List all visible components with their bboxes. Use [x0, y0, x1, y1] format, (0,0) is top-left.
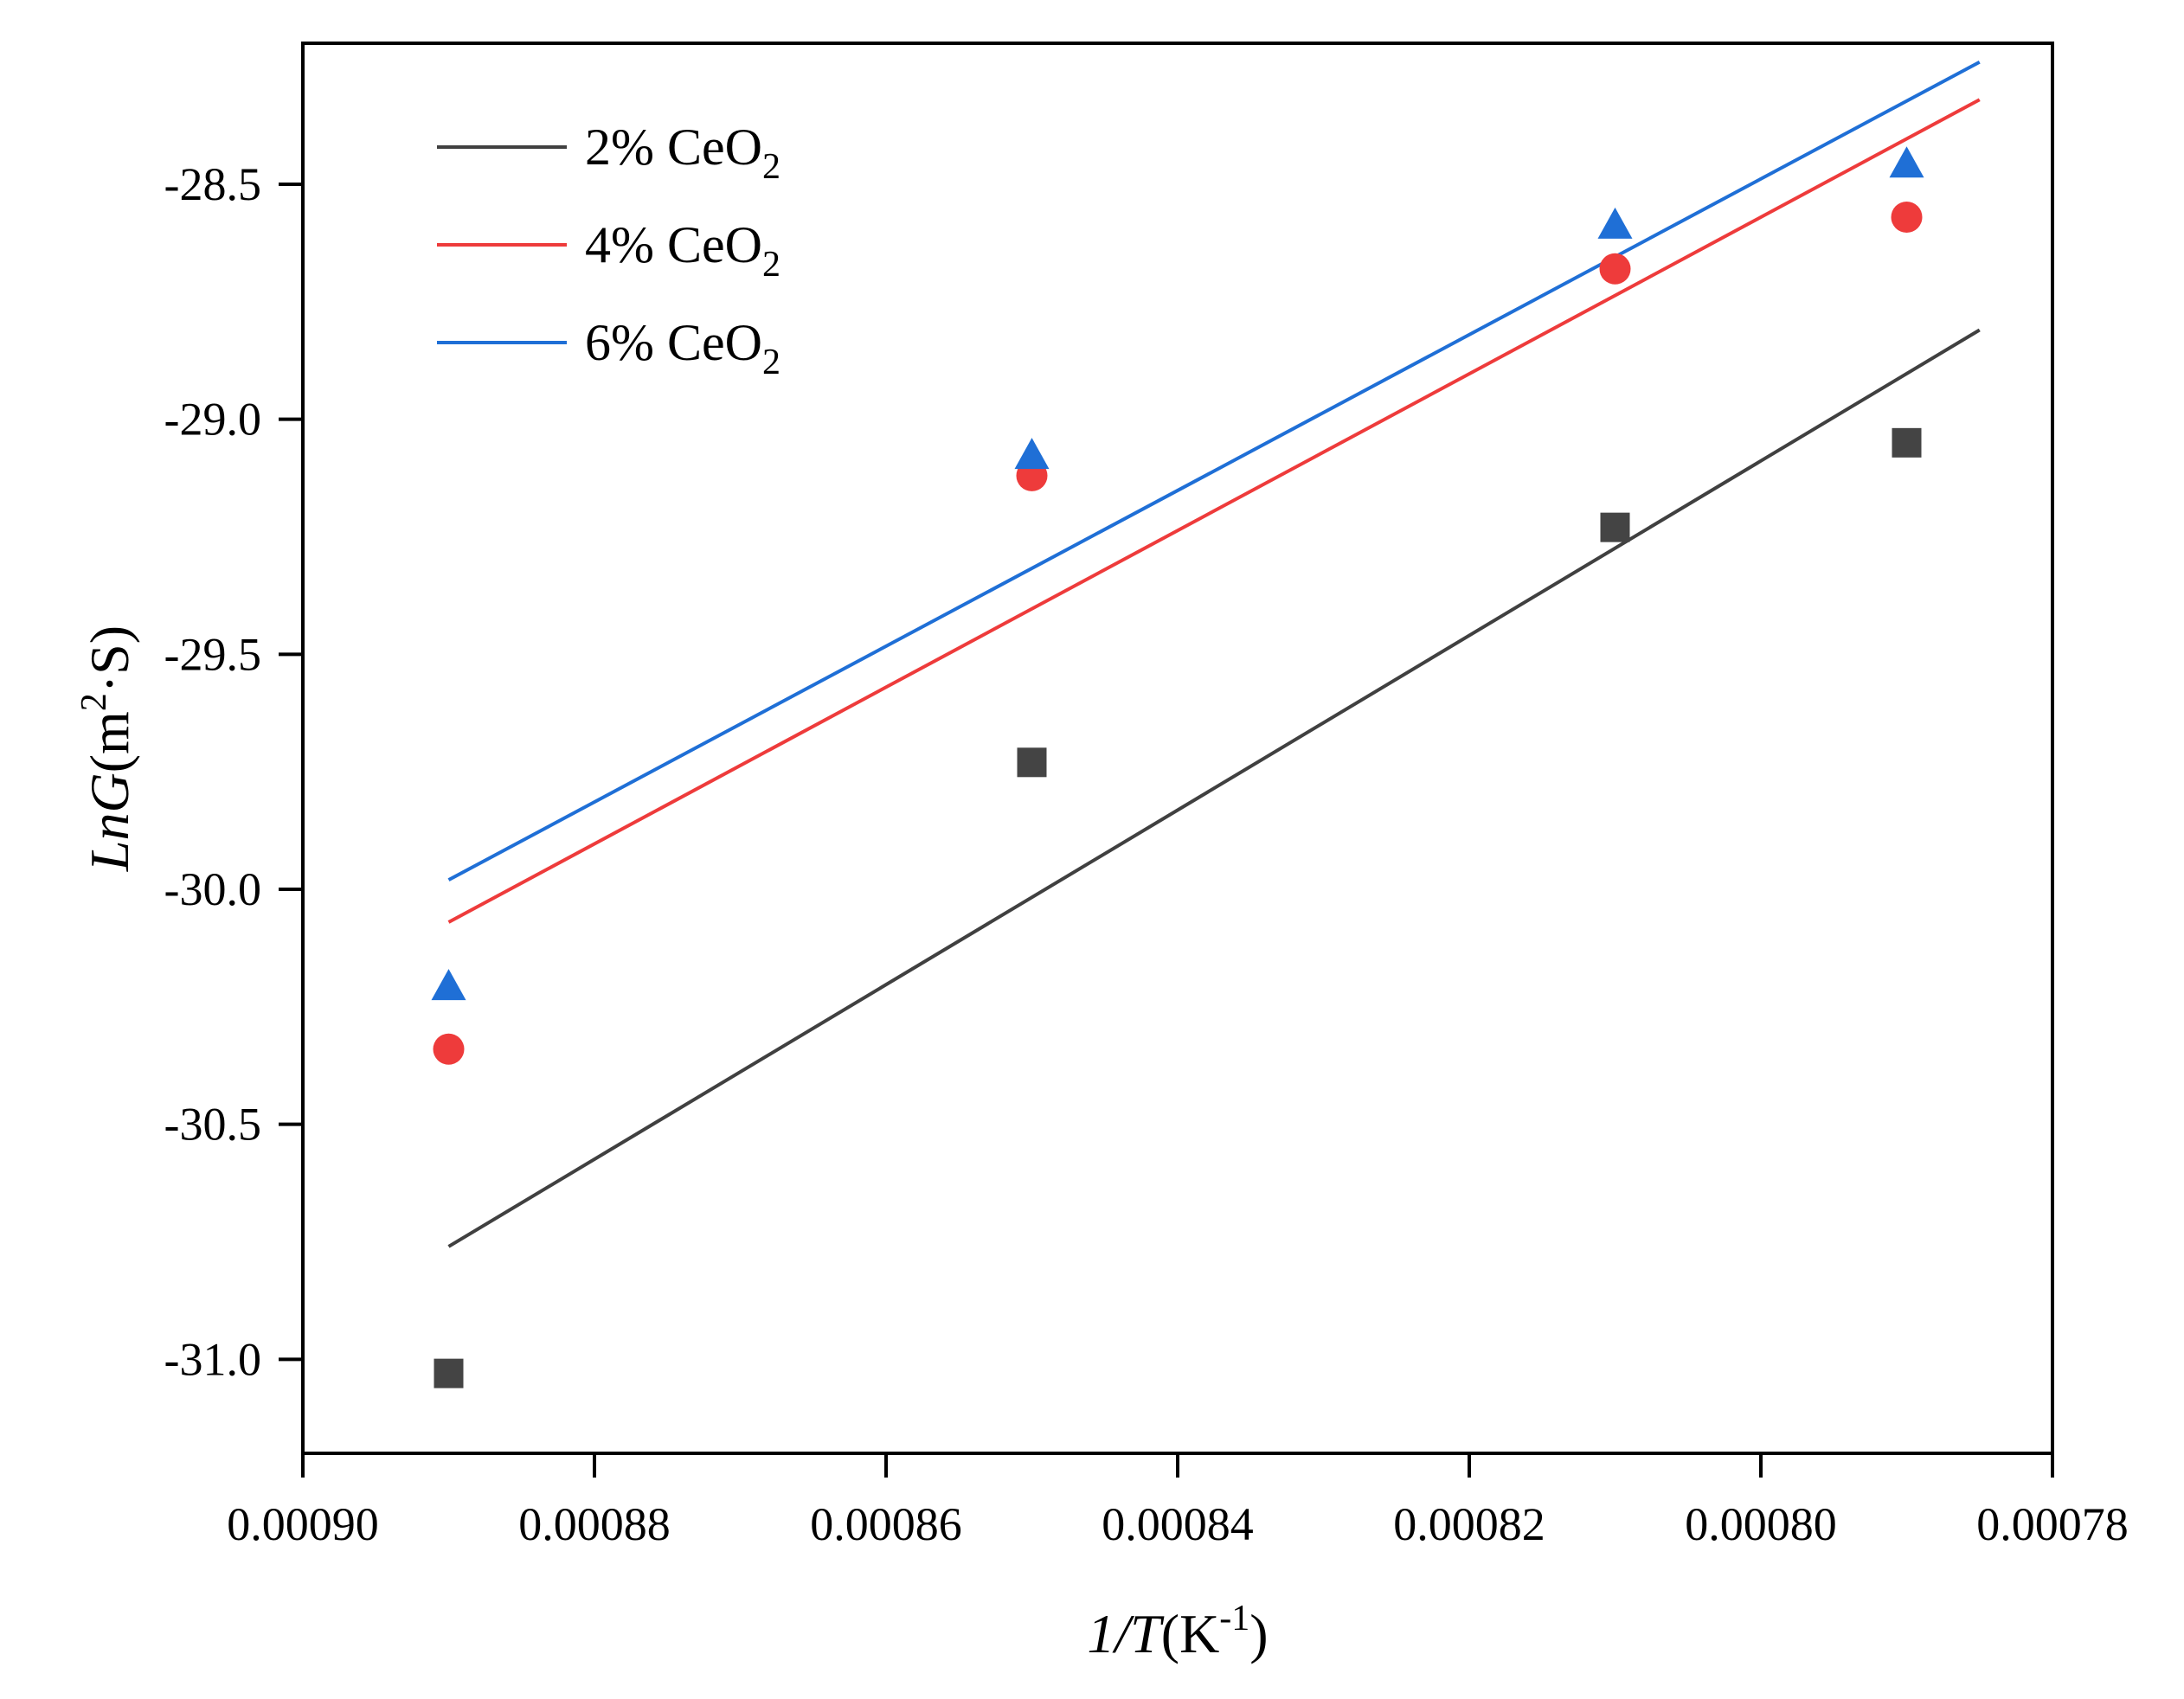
y-tick-label: -30.0	[164, 863, 261, 915]
x-tick-label: 0.00088	[518, 1498, 671, 1550]
legend-label-2pct-main: 2% CeO	[585, 119, 762, 176]
x-axis-title-sup: -1	[1219, 1599, 1249, 1638]
data-point-circle	[1891, 202, 1923, 234]
x-axis-title: 1/T(K-1)	[1087, 1599, 1268, 1664]
y-tick-label: -30.5	[164, 1099, 261, 1151]
legend-label-4pct: 4% CeO2	[585, 216, 780, 285]
x-tick-label: 0.00082	[1393, 1498, 1545, 1550]
x-tick-label: 0.00090	[227, 1498, 379, 1550]
data-point-square	[1600, 512, 1630, 542]
legend-label-2pct: 2% CeO2	[585, 119, 780, 187]
y-tick-label: -28.5	[164, 158, 261, 210]
data-point-triangle	[1597, 207, 1633, 239]
x-axis: 0.00090 0.00088 0.00086 0.00084 0.00082 0.000…	[227, 1453, 2129, 1550]
y-tick-label: -29.5	[164, 628, 261, 680]
y-axis-title-unit: (m	[79, 711, 140, 773]
data-point-triangle	[1014, 438, 1050, 470]
x-axis-title-unit: (K	[1161, 1603, 1220, 1664]
x-tick-label: 0.00084	[1102, 1498, 1254, 1550]
y-tick-label: -29.0	[164, 394, 261, 446]
legend-label-4pct-sub: 2	[762, 245, 780, 285]
y-axis-title-sup: 2	[74, 693, 114, 711]
fit-line-square	[447, 328, 1981, 1248]
data-point-circle	[1599, 253, 1631, 285]
data-point-square	[1017, 747, 1047, 778]
x-tick-label: 0.00086	[810, 1498, 962, 1550]
x-tick-label: 0.00080	[1685, 1498, 1837, 1550]
x-axis-title-close: )	[1249, 1603, 1268, 1664]
y-axis: -28.5 -29.0 -29.5 -30.0 -30.5 -31.0	[164, 158, 303, 1385]
y-axis-title: LnG(m2·S)	[74, 625, 140, 872]
fit-lines	[447, 60, 1981, 1248]
fit-line-circle	[447, 98, 1981, 924]
legend: 2% CeO2 4% CeO2 6% CeO2	[437, 119, 780, 382]
x-tick-label: 0.00078	[1976, 1498, 2129, 1550]
data-point-square	[434, 1358, 464, 1388]
legend-label-6pct-sub: 2	[762, 343, 780, 382]
x-axis-title-italic: 1/T	[1087, 1603, 1165, 1664]
legend-label-4pct-main: 4% CeO	[585, 216, 762, 273]
y-axis-title-italic: LnG	[79, 773, 140, 872]
data-point-triangle	[431, 969, 466, 1001]
y-axis-title-rest: ·S)	[79, 625, 140, 693]
y-tick-label: -31.0	[164, 1333, 261, 1385]
data-points	[431, 146, 1924, 1388]
legend-label-2pct-sub: 2	[762, 147, 780, 187]
data-point-circle	[433, 1033, 465, 1065]
data-point-square	[1892, 427, 1922, 458]
legend-label-6pct-main: 6% CeO	[585, 314, 762, 371]
data-point-triangle	[1889, 146, 1924, 178]
legend-label-6pct: 6% CeO2	[585, 314, 780, 382]
fit-line-triangle	[447, 60, 1981, 882]
